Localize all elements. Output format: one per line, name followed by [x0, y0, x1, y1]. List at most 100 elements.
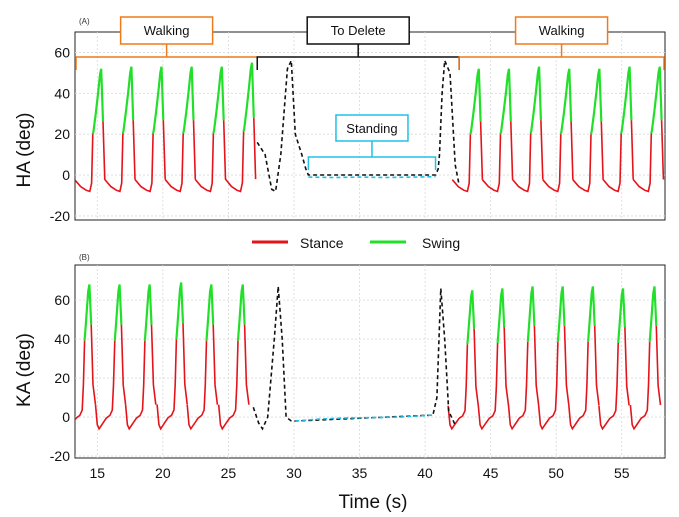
stance-tail-a-7	[510, 121, 514, 180]
x-axis-label: Time (s)	[339, 492, 408, 513]
swing-segment-a-1	[121, 66, 135, 134]
stance-segment-b-10	[568, 341, 589, 431]
x-tick-label-7: 50	[548, 465, 564, 481]
stance-segment-a-10	[572, 134, 592, 193]
panel-a-label: (A)	[79, 17, 90, 26]
panel-b: -20 0 20 40 60 15 20 25 30 35 40 45 50 55 (B) KA (de…	[14, 253, 666, 513]
y-tick-label-a-2: 20	[54, 126, 70, 142]
stance-segment-a-5	[224, 131, 245, 193]
panel-a-series	[75, 60, 665, 193]
swing-segment-b-6	[466, 290, 476, 345]
panel-a: -20 0 20 40 60 Walking To Delete Walking Standi…	[14, 16, 666, 224]
annotation-bracket-0	[75, 56, 258, 70]
panel-a-plot-area	[75, 60, 665, 193]
stance-segment-b-6	[447, 344, 469, 431]
panel-a-ylabel: HA (deg)	[14, 113, 35, 188]
swing-segment-a-0	[91, 68, 105, 135]
swing-segment-a-7	[499, 68, 512, 135]
swing-segment-b-1	[113, 284, 123, 341]
stance-tail-b-7	[503, 327, 510, 406]
stance-tail-b-2	[150, 324, 157, 405]
annotation-label-2: Walking	[539, 23, 585, 38]
stance-segment-a-3	[164, 133, 184, 193]
stance-tail-a-1	[132, 120, 136, 180]
y-tick-label-a-1: 0	[62, 167, 70, 183]
x-tick-label-0: 15	[89, 465, 105, 481]
stance-tail-a-10	[600, 121, 604, 180]
swing-segment-b-10	[587, 286, 596, 342]
stance-segment-b-9	[537, 341, 559, 431]
swing-segment-b-0	[83, 284, 93, 341]
y-tick-label-a-3: 40	[54, 85, 70, 101]
panel-a-annotations: Walking To Delete Walking Standing	[75, 16, 665, 170]
stance-segment-a-7	[481, 134, 502, 193]
stance-tail-a-12	[660, 120, 665, 180]
stance-segment-a-1	[104, 133, 124, 193]
panel-b-label: (B)	[79, 253, 90, 262]
swing-segment-a-9	[559, 68, 573, 135]
stance-tail-b-9	[563, 325, 570, 406]
stance-tail-b-10	[593, 325, 600, 406]
standing-line-b	[295, 414, 433, 422]
stance-tail-b-4	[212, 324, 219, 405]
swing-segment-b-9	[556, 286, 566, 342]
stance-segment-b-8	[507, 341, 529, 431]
annotation-bracket-2	[458, 56, 665, 70]
stance-segment-a-11	[602, 133, 622, 193]
swing-segment-a-5	[242, 62, 255, 132]
x-tick-label-8: 55	[614, 465, 630, 481]
swing-segment-b-12	[648, 286, 658, 342]
stance-segment-b-1	[94, 340, 116, 431]
panel-b-axes-frame	[74, 264, 666, 459]
annotation-box-0	[119, 16, 214, 45]
to-delete-line-a	[256, 60, 460, 193]
stance-segment-b-12	[629, 341, 651, 431]
y-tick-label-b-0: -20	[50, 448, 70, 464]
annotation-label-1: To Delete	[331, 23, 386, 38]
stance-segment-a-8	[511, 133, 532, 193]
swing-segment-a-6	[469, 68, 482, 135]
stance-segment-a-0	[75, 134, 94, 193]
stance-tail-b-8	[533, 325, 540, 406]
stance-tail-b-12	[655, 325, 662, 406]
stance-segment-a-4	[194, 133, 215, 193]
x-tick-label-3: 30	[286, 465, 302, 481]
standing-line-a	[308, 175, 436, 179]
panel-b-grid	[75, 265, 665, 458]
stance-tail-b-11	[624, 327, 630, 406]
stance-tail-a-6	[479, 121, 484, 180]
swing-segment-a-3	[182, 66, 195, 134]
x-tick-label-1: 20	[155, 465, 171, 481]
annotation-label-0: Walking	[144, 23, 190, 38]
swing-segment-b-11	[617, 288, 626, 344]
stance-segment-a-6	[451, 134, 472, 193]
swing-segment-a-11	[620, 66, 633, 134]
panel-b-xticks: 15 20 25 30 35 40 45 50 55	[89, 465, 629, 481]
to-delete-line-b	[252, 286, 456, 431]
y-tick-label-b-2: 20	[54, 370, 70, 386]
stance-segment-b-7	[477, 342, 499, 431]
annotation-box-1	[306, 16, 410, 45]
annotation-bracket-3	[307, 156, 437, 170]
swing-segment-b-3	[175, 282, 185, 340]
swing-segment-a-12	[650, 66, 663, 134]
stance-tail-b-0	[90, 324, 97, 405]
x-tick-label-4: 35	[352, 465, 368, 481]
y-tick-label-a-0: -20	[50, 208, 70, 224]
swing-segment-b-7	[496, 288, 506, 344]
annotation-box-3	[335, 114, 409, 142]
stance-segment-a-9	[542, 134, 562, 193]
stance-tail-a-2	[162, 120, 166, 180]
stance-tail-a-4	[222, 120, 227, 180]
legend-swing-label: Swing	[422, 235, 460, 251]
stance-segment-b-2	[124, 340, 146, 431]
stance-tail-b-5	[243, 324, 250, 405]
y-tick-label-a-4: 60	[54, 44, 70, 60]
stance-segment-b-11	[598, 342, 619, 431]
swing-segment-b-5	[236, 284, 246, 341]
swing-segment-a-2	[152, 66, 165, 134]
stance-segment-b-0	[75, 340, 86, 422]
x-tick-label-2: 25	[221, 465, 237, 481]
annotation-box-2	[514, 16, 609, 45]
